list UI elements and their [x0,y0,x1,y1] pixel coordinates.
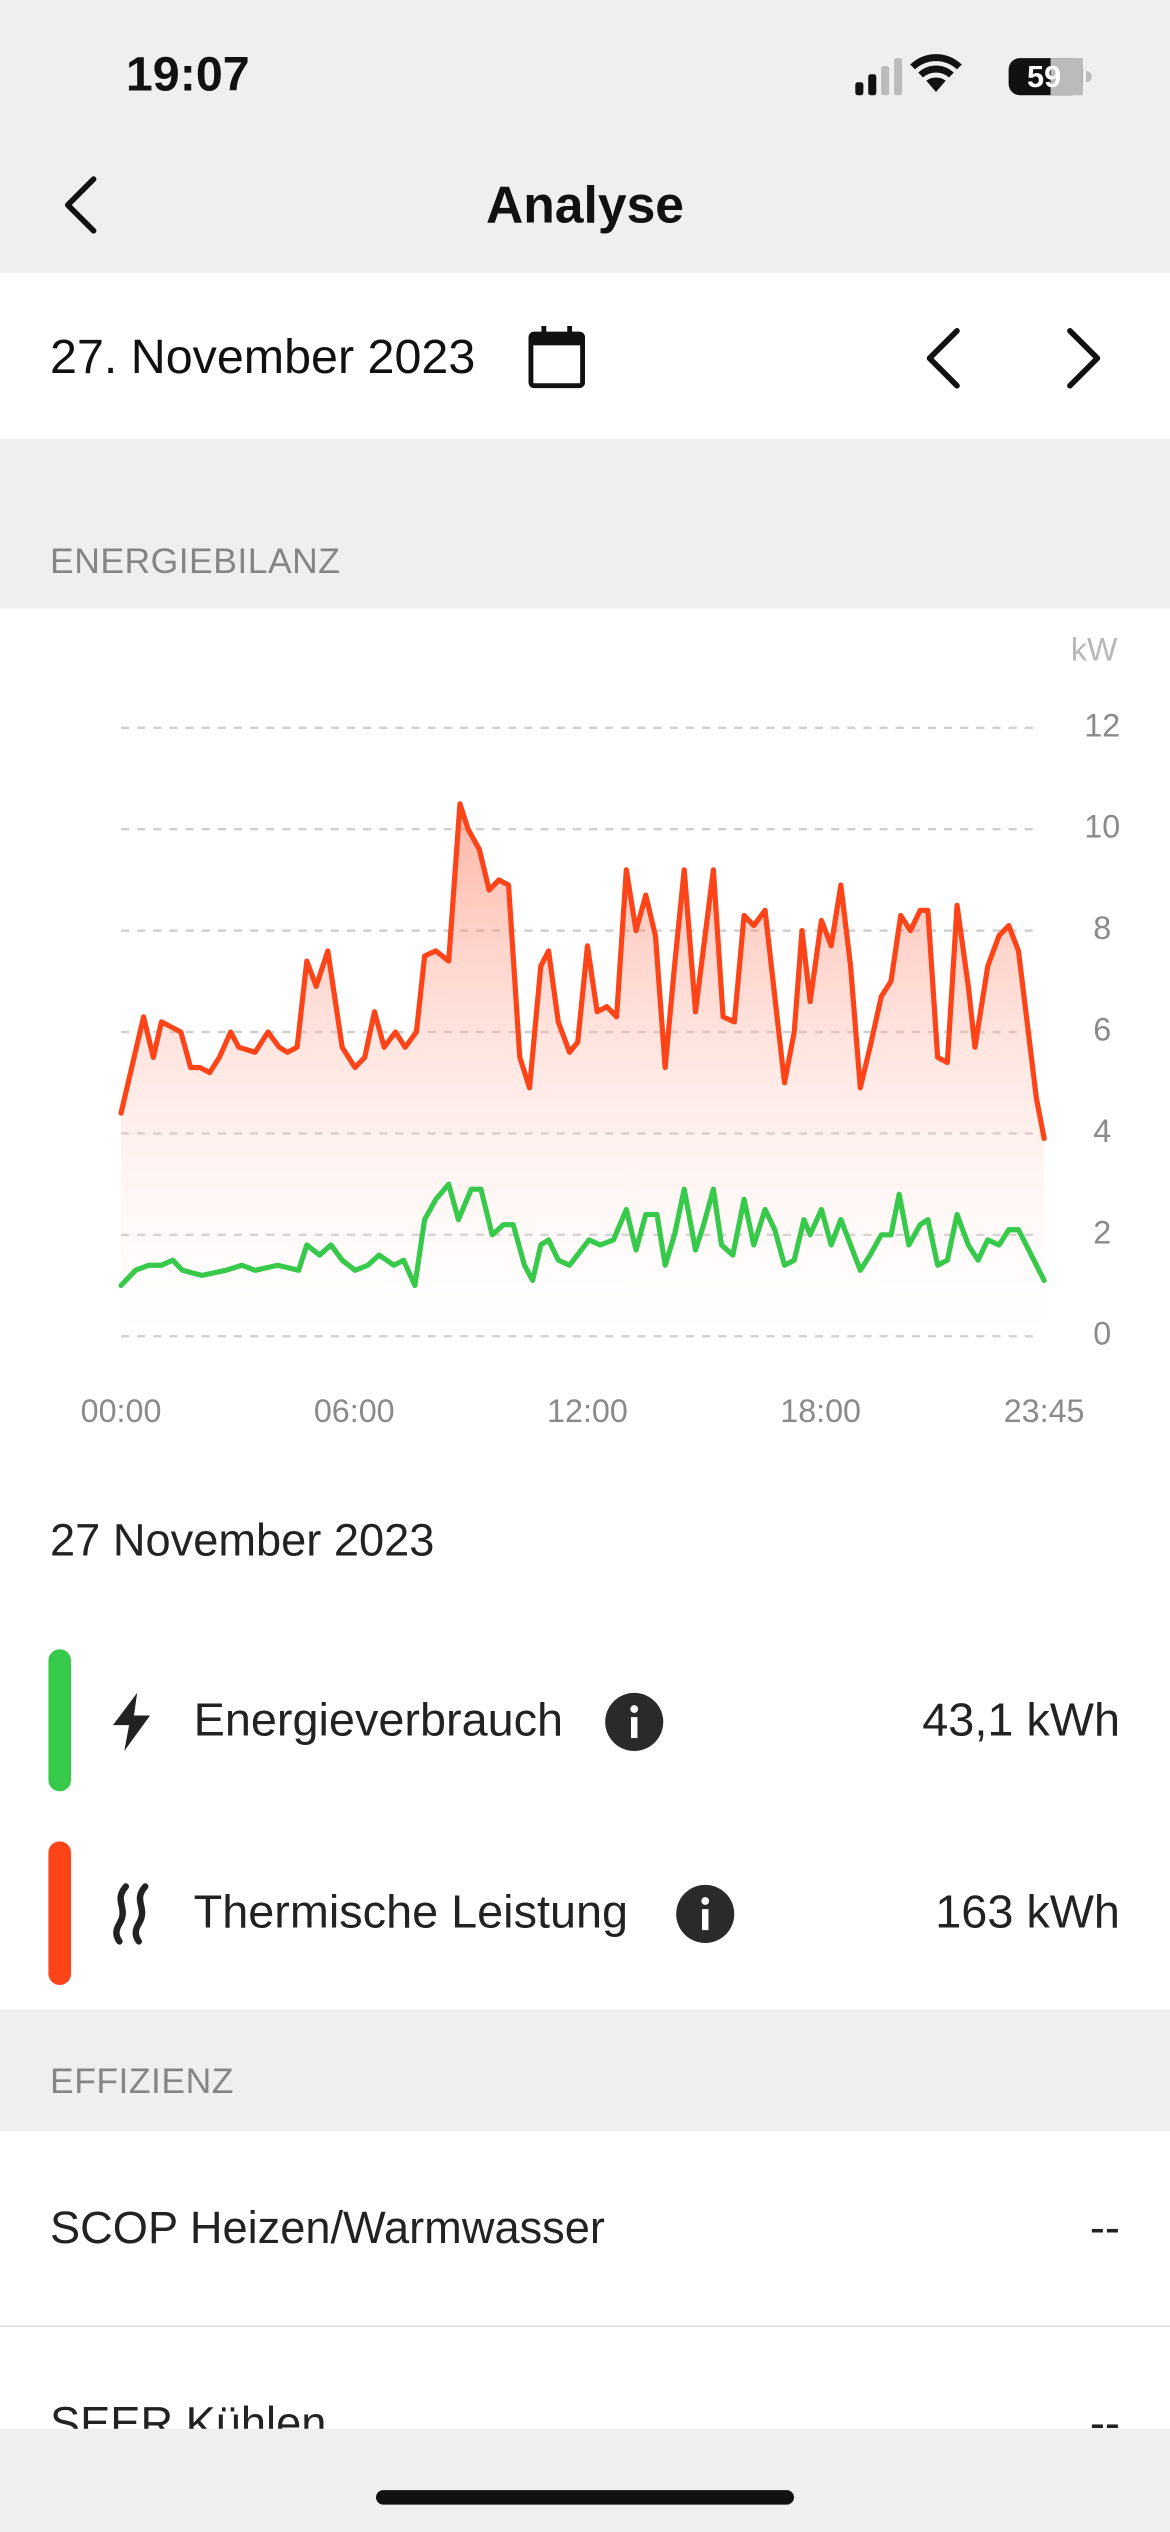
y-tick-label: 4 [1093,1113,1111,1149]
signal-bar [894,58,903,96]
previous-day-button[interactable] [913,321,978,395]
status-time: 19:07 [125,48,250,102]
summary-date: 27 November 2023 [50,1515,435,1566]
bolt-shape [112,1692,151,1751]
battery-empty [1050,58,1083,96]
legend-label: Energieverbrauch [193,1695,564,1747]
info-dot [701,1897,710,1905]
chevron-left [926,328,960,389]
info-dot [630,1705,639,1713]
y-tick-label: 10 [1084,809,1120,845]
home-area [0,2428,1170,2532]
wifi-icon [910,54,962,92]
efficiency-card [0,2131,1170,2429]
x-tick-label: 00:00 [81,1393,162,1429]
battery-tip [1086,71,1092,83]
chart: kW 0 2 4 6 8 10 12 00:00 06:00 12:00 18:00 23:45 [81,632,1121,1430]
info-button[interactable] [604,1691,665,1752]
status-icons: 59 [855,54,1092,96]
calendar-button[interactable] [526,324,591,392]
back-chevron [64,176,97,234]
x-tick-label: 18:00 [780,1393,861,1429]
series-line [118,801,1047,1142]
section-header: ENERGIEBILANZ [50,540,341,581]
next-day-button[interactable] [1052,321,1117,395]
info-stem [630,1717,638,1739]
summary-value: 43,1 kWh [922,1695,1120,1747]
metric-value: -- [1089,2202,1120,2253]
section-header: EFFIZIENZ [50,2060,234,2102]
y-tick-label: 12 [1084,707,1120,743]
heat-icon [113,1883,149,1945]
y-tick-label: 0 [1093,1316,1111,1352]
battery-level: 59 [1027,60,1061,94]
calendar-top [530,334,583,346]
info-stem [701,1909,709,1931]
back-button[interactable] [48,169,113,240]
x-tick-label: 06:00 [314,1393,395,1429]
chevron-right [1067,328,1101,389]
info-button[interactable] [675,1883,736,1944]
y-tick-label: 8 [1093,910,1111,946]
signal-bar [881,66,890,96]
nav-title: Analyse [485,175,685,234]
legend-label: Thermische Leistung [193,1887,629,1939]
y-tick-label: 2 [1093,1214,1111,1250]
summary-value: 163 kWh [935,1887,1120,1939]
date-label[interactable]: 27. November 2023 [50,330,476,385]
signal-bar [868,74,877,96]
home-indicator [376,2490,794,2505]
x-tick-label: 12:00 [547,1393,628,1429]
heat-waves [113,1883,149,1945]
series-area [121,803,1045,1337]
signal-bar [855,82,864,96]
y-axis-unit: kW [1071,632,1118,668]
bolt-icon [112,1692,151,1751]
x-tick-label: 23:45 [1004,1393,1085,1429]
y-tick-label: 6 [1093,1012,1111,1048]
series-line [118,1181,1047,1289]
metric-label: SCOP Heizen/Warmwasser [50,2202,605,2253]
row-divider [0,2325,1170,2328]
legend-swatch [48,1649,72,1792]
legend-swatch [48,1841,72,1985]
